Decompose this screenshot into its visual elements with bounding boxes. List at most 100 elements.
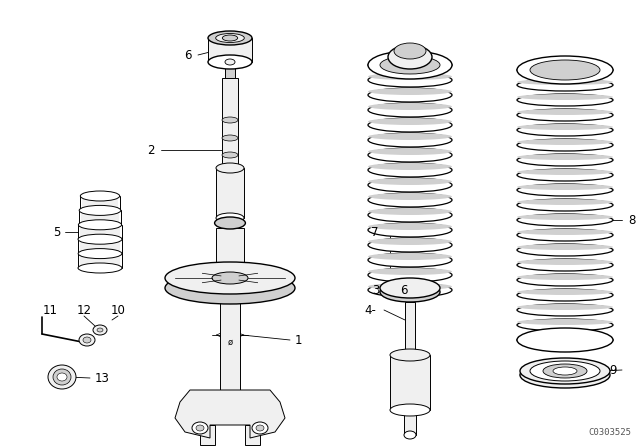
Ellipse shape: [79, 334, 95, 346]
Ellipse shape: [78, 234, 122, 244]
Bar: [81, 211, 119, 225]
Bar: [216, 228, 244, 268]
Ellipse shape: [517, 259, 613, 271]
Text: 4-: 4-: [364, 303, 376, 316]
Bar: [83, 196, 118, 211]
Ellipse shape: [517, 124, 613, 130]
Ellipse shape: [517, 274, 613, 286]
Ellipse shape: [517, 184, 613, 196]
Ellipse shape: [368, 283, 452, 290]
Ellipse shape: [222, 35, 237, 41]
Ellipse shape: [517, 319, 613, 325]
Ellipse shape: [368, 103, 452, 110]
Ellipse shape: [404, 431, 416, 439]
Ellipse shape: [517, 56, 613, 84]
Ellipse shape: [216, 163, 244, 173]
Ellipse shape: [517, 109, 613, 121]
Bar: [80, 239, 120, 254]
Ellipse shape: [517, 259, 613, 265]
Ellipse shape: [48, 365, 76, 389]
Ellipse shape: [368, 193, 452, 200]
Ellipse shape: [517, 109, 613, 115]
Ellipse shape: [517, 229, 613, 235]
Ellipse shape: [208, 31, 252, 45]
Ellipse shape: [517, 139, 613, 151]
Ellipse shape: [57, 373, 67, 381]
Ellipse shape: [216, 263, 244, 273]
Bar: [404, 410, 416, 435]
Bar: [80, 254, 120, 268]
Ellipse shape: [390, 404, 430, 416]
Ellipse shape: [368, 223, 452, 237]
Text: 12: 12: [77, 303, 92, 316]
Ellipse shape: [517, 124, 613, 136]
Ellipse shape: [404, 54, 416, 62]
Ellipse shape: [517, 289, 613, 301]
Text: 10: 10: [111, 303, 125, 316]
Ellipse shape: [368, 283, 452, 297]
Text: 6: 6: [184, 48, 192, 61]
Text: 13: 13: [95, 371, 110, 384]
Ellipse shape: [517, 169, 613, 175]
Ellipse shape: [517, 244, 613, 250]
Ellipse shape: [216, 34, 244, 43]
Ellipse shape: [517, 94, 613, 106]
Text: 9: 9: [609, 363, 617, 376]
Ellipse shape: [368, 88, 452, 102]
Ellipse shape: [368, 133, 452, 140]
Ellipse shape: [517, 214, 613, 226]
Text: C0303525: C0303525: [589, 427, 632, 436]
Ellipse shape: [368, 163, 452, 177]
Ellipse shape: [256, 425, 264, 431]
Ellipse shape: [517, 79, 613, 91]
Ellipse shape: [216, 213, 244, 223]
Polygon shape: [175, 390, 285, 438]
Ellipse shape: [517, 229, 613, 241]
Text: ø: ø: [227, 338, 232, 347]
Ellipse shape: [368, 58, 452, 72]
Text: 6: 6: [400, 284, 408, 297]
Bar: [405, 302, 415, 355]
Ellipse shape: [517, 289, 613, 295]
Ellipse shape: [368, 133, 452, 147]
Ellipse shape: [78, 263, 122, 273]
Ellipse shape: [368, 103, 452, 117]
Ellipse shape: [368, 51, 452, 79]
Bar: [216, 168, 244, 218]
Ellipse shape: [93, 325, 107, 335]
Text: 11: 11: [42, 303, 58, 316]
Ellipse shape: [368, 268, 452, 275]
Ellipse shape: [380, 56, 440, 74]
Ellipse shape: [517, 64, 613, 76]
Ellipse shape: [517, 328, 613, 352]
Ellipse shape: [517, 304, 613, 316]
Bar: [220, 290, 240, 390]
Ellipse shape: [380, 282, 440, 302]
Ellipse shape: [517, 274, 613, 280]
Ellipse shape: [517, 139, 613, 145]
Ellipse shape: [368, 163, 452, 170]
Ellipse shape: [394, 43, 426, 59]
Text: 3: 3: [372, 284, 380, 297]
Ellipse shape: [368, 178, 452, 192]
Bar: [222, 78, 238, 168]
Ellipse shape: [368, 208, 452, 222]
Ellipse shape: [368, 118, 452, 125]
Ellipse shape: [368, 73, 452, 80]
Ellipse shape: [517, 304, 613, 310]
Ellipse shape: [368, 253, 452, 267]
Ellipse shape: [368, 193, 452, 207]
Bar: [81, 225, 120, 239]
Ellipse shape: [380, 278, 440, 298]
Ellipse shape: [165, 272, 295, 304]
Ellipse shape: [517, 169, 613, 181]
Ellipse shape: [517, 244, 613, 256]
Bar: [390, 355, 430, 410]
Ellipse shape: [368, 238, 452, 252]
Bar: [225, 62, 235, 78]
Ellipse shape: [225, 59, 235, 65]
Ellipse shape: [165, 262, 295, 294]
Text: 2: 2: [147, 143, 155, 156]
Ellipse shape: [517, 94, 613, 100]
Ellipse shape: [214, 217, 245, 229]
